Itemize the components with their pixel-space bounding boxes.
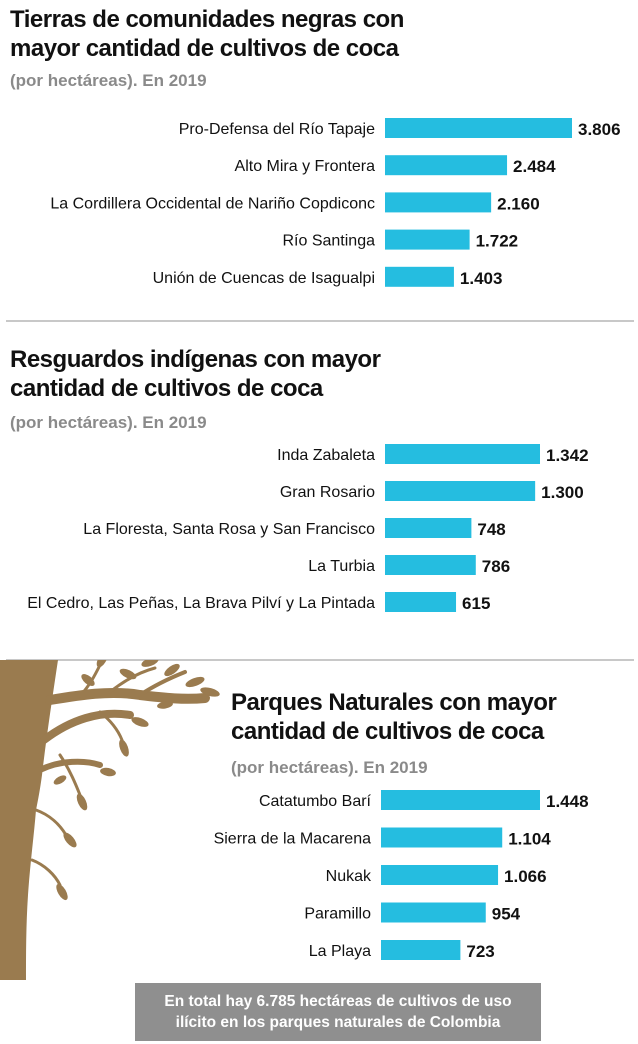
bar	[385, 592, 457, 612]
category-label: La Cordillera Occidental de Nariño Copdi…	[50, 195, 375, 212]
chart-1-subtitle: (por hectáreas). En 2019	[10, 71, 207, 90]
bar	[381, 865, 499, 885]
value-label: 1.066	[504, 867, 547, 886]
bar	[385, 192, 492, 213]
value-label: 1.722	[476, 232, 519, 251]
chart-2-bars: Inda Zabaleta 1.342 Gran Rosario 1.300 La Fl…	[27, 444, 589, 613]
category-label: Gran Rosario	[280, 484, 375, 501]
chart-3-subtitle: (por hectáreas). En 2019	[231, 758, 428, 777]
bar	[385, 155, 508, 176]
value-label: 1.403	[460, 269, 503, 288]
bar	[385, 266, 454, 287]
category-label: Río Santinga	[282, 233, 375, 250]
value-label: 954	[492, 905, 521, 924]
value-label: 1.300	[541, 483, 584, 502]
footer-note: En total hay 6.785 hectáreas de cultivos…	[135, 983, 541, 1041]
chart-1-bars: Pro-Defensa del Río Tapaje 3.806 Alto Mira…	[50, 118, 621, 288]
category-label: Catatumbo Barí	[259, 793, 372, 810]
category-label: Paramillo	[304, 906, 371, 923]
section-divider-2	[6, 659, 634, 661]
category-label: La Turbia	[308, 558, 375, 575]
value-label: 2.484	[513, 157, 556, 176]
footer-note-line-1: En total hay 6.785 hectáreas de cultivos…	[164, 993, 512, 1010]
chart-1-title-line-2: mayor cantidad de cultivos de coca	[10, 35, 399, 62]
category-label: Pro-Defensa del Río Tapaje	[179, 121, 375, 138]
chart-2-title-line-1: Resguardos indígenas con mayor	[10, 346, 381, 373]
bar	[385, 481, 536, 501]
chart-3-title-line-1: Parques Naturales con mayor	[231, 689, 557, 716]
category-label: La Playa	[309, 943, 371, 960]
value-label: 615	[462, 594, 490, 613]
value-label: 723	[466, 942, 494, 961]
tree-icon	[0, 660, 220, 980]
bar	[381, 827, 503, 848]
value-label: 1.342	[546, 446, 589, 465]
bar	[381, 902, 486, 923]
category-label: Sierra de la Macarena	[214, 831, 372, 848]
category-label: Inda Zabaleta	[277, 447, 375, 464]
bar	[385, 229, 470, 250]
value-label: 1.104	[508, 830, 551, 849]
category-label: Nukak	[326, 868, 372, 885]
chart-3-title: Parques Naturales con mayor cantidad de …	[231, 688, 557, 746]
bar	[381, 940, 461, 960]
category-label: Unión de Cuencas de Isagualpi	[153, 270, 375, 287]
chart-2-title: Resguardos indígenas con mayor cantidad …	[10, 345, 381, 403]
value-label: 748	[477, 520, 505, 539]
category-label: Alto Mira y Frontera	[235, 158, 376, 175]
value-label: 3.806	[578, 120, 621, 139]
value-label: 786	[482, 557, 510, 576]
value-label: 1.448	[546, 792, 589, 811]
bar	[385, 444, 540, 464]
chart-2-subtitle: (por hectáreas). En 2019	[10, 413, 207, 432]
category-label: La Floresta, Santa Rosa y San Francisco	[83, 521, 375, 538]
chart-3-title-line-2: cantidad de cultivos de coca	[231, 718, 544, 745]
footer-note-line-2: ilícito en los parques naturales de Colo…	[175, 1014, 501, 1031]
bar	[385, 555, 476, 575]
chart-3-bars: Catatumbo Barí 1.448 Sierra de la Macarena…	[214, 790, 589, 961]
bar	[381, 790, 540, 810]
bar	[385, 518, 472, 538]
category-label: El Cedro, Las Peñas, La Brava Pilví y La…	[27, 595, 375, 612]
section-divider-1	[6, 320, 634, 322]
chart-1-title-line-1: Tierras de comunidades negras con	[10, 6, 404, 33]
value-label: 2.160	[497, 194, 540, 213]
chart-2-title-line-2: cantidad de cultivos de coca	[10, 375, 323, 402]
chart-1-title: Tierras de comunidades negras con mayor …	[10, 5, 404, 63]
bar	[385, 118, 572, 138]
